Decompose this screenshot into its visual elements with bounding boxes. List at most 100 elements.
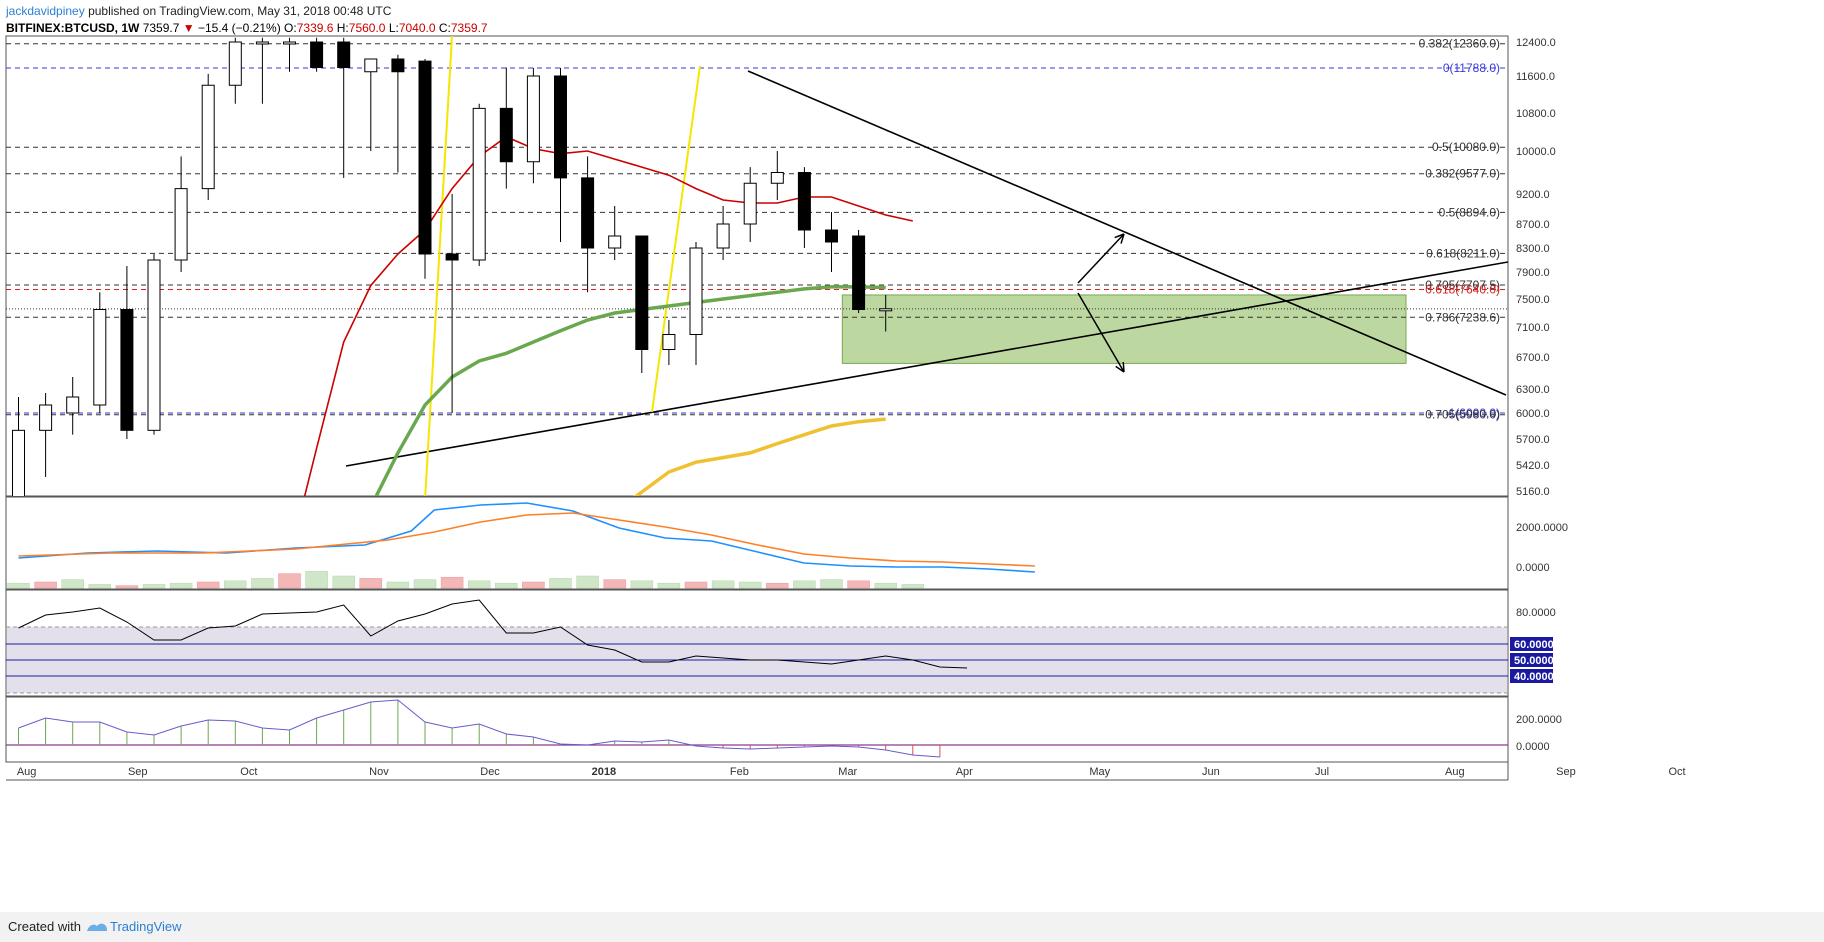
- tradingview-brand-link[interactable]: TradingView: [110, 919, 182, 934]
- candle-body-14[interactable]: [391, 58, 405, 73]
- price-tick-12: 6000.0: [1516, 408, 1550, 420]
- candle-body-31[interactable]: [852, 235, 866, 310]
- candle-body-23[interactable]: [635, 235, 649, 350]
- ma-red-line: [303, 135, 913, 496]
- time-tick-4: Dec: [480, 766, 500, 778]
- candle-body-6[interactable]: [174, 188, 188, 261]
- macd-hist-0: [7, 582, 30, 589]
- price-tick-6: 8300.0: [1516, 243, 1550, 255]
- tradingview-logo-icon: [87, 923, 107, 931]
- macd-hist-4: [115, 585, 139, 589]
- fib-label-6: 0.705(7707.5): [1425, 278, 1500, 292]
- yellow-trendline-b: [424, 36, 453, 496]
- fib-label-3: 0.382(9577.0): [1425, 167, 1500, 181]
- low-label: L:: [388, 21, 399, 35]
- rsi-tick-0: 80.0000: [1516, 607, 1556, 619]
- arrow-down-head-a: [1115, 365, 1125, 373]
- candle-body-3[interactable]: [93, 309, 107, 406]
- macd-hist-28: [766, 582, 789, 589]
- macd-hist-20: [549, 578, 572, 589]
- candle-body-1[interactable]: [39, 404, 53, 431]
- candle-body-13[interactable]: [364, 58, 378, 73]
- fib-label-1: 0(11788.0): [1443, 61, 1500, 75]
- price-chart[interactable]: 0.382(12360.0) 0(11788.0) 0.5(10080.0) 0.38…: [0, 0, 1824, 912]
- time-tick-2: Oct: [240, 766, 257, 778]
- candle-body-12[interactable]: [337, 41, 351, 68]
- open-value: 7339.6: [296, 21, 334, 35]
- macd-tick-0: 2000.0000: [1516, 522, 1568, 534]
- fib-label-0: 0.382(12360.0): [1419, 37, 1500, 51]
- ma-gold-line: [633, 417, 886, 496]
- candle-body-21[interactable]: [581, 177, 595, 249]
- close-value: 7359.7: [450, 21, 488, 35]
- candle-body-17[interactable]: [472, 107, 486, 261]
- candle-body-0[interactable]: [12, 429, 25, 507]
- candle-body-27[interactable]: [743, 182, 757, 225]
- candle-body-19[interactable]: [526, 75, 540, 163]
- close-label: C:: [438, 21, 451, 35]
- rsi-level-badge-1: [1510, 653, 1553, 667]
- macd-hist-7: [196, 581, 220, 589]
- candle-body-7[interactable]: [201, 84, 215, 190]
- price-tick-1: 11600.0: [1516, 71, 1555, 83]
- candle-body-9[interactable]: [255, 41, 269, 45]
- last-price: 7359.7: [142, 21, 180, 35]
- symbol-name[interactable]: BITFINEX:BTCUSD, 1W: [6, 21, 140, 35]
- created-with-text: Created with: [8, 919, 81, 934]
- candle-body-2[interactable]: [66, 396, 80, 414]
- candle-body-4[interactable]: [120, 309, 134, 431]
- time-tick-10: Jun: [1202, 766, 1220, 778]
- candle-body-26[interactable]: [716, 223, 730, 249]
- macd-hist-14: [386, 581, 410, 589]
- macd-hist-15: [413, 579, 437, 589]
- macd-hist-1: [34, 581, 57, 589]
- publish-info: jackdavidpiney published on TradingView.…: [6, 4, 391, 18]
- rsi-level-badge-0: [1510, 637, 1553, 651]
- candle-body-32[interactable]: [879, 308, 893, 312]
- macd-hist-11: [305, 570, 328, 589]
- yellow-trendline-a: [651, 65, 701, 413]
- candle-body-28[interactable]: [770, 172, 784, 184]
- macd-hist-25: [684, 581, 708, 589]
- candle-body-8[interactable]: [228, 41, 242, 86]
- high-label: H:: [336, 21, 349, 35]
- price-tick-8: 7500.0: [1516, 294, 1550, 306]
- time-tick-0: Aug: [17, 766, 37, 778]
- candle-body-5[interactable]: [147, 259, 161, 431]
- macd-hist-12: [332, 575, 355, 589]
- macd-hist-30: [820, 579, 843, 589]
- candle-body-25[interactable]: [689, 247, 703, 335]
- author-link[interactable]: jackdavidpiney: [6, 4, 85, 18]
- candle-body-11[interactable]: [310, 41, 324, 68]
- candle-body-15[interactable]: [418, 60, 432, 255]
- fib-label-4: 0.5(8894.0): [1439, 205, 1500, 219]
- candle-body-29[interactable]: [797, 172, 811, 231]
- macd-hist-32: [874, 582, 897, 589]
- macd-hist-22: [603, 579, 626, 589]
- price-change: −15.4 (−0.21%): [197, 21, 281, 35]
- macd-hist-10: [278, 573, 301, 589]
- time-tick-7: Mar: [838, 766, 857, 778]
- candle-body-18[interactable]: [499, 107, 513, 163]
- time-tick-8: Apr: [956, 766, 973, 778]
- fib-label-7: 0.618(7640.0): [1425, 283, 1500, 297]
- macd-hist-5: [142, 584, 166, 589]
- time-tick-5: 2018: [592, 766, 616, 778]
- price-tick-11: 6300.0: [1516, 384, 1550, 396]
- macd-hist-23: [630, 580, 654, 589]
- macd-hist-19: [522, 581, 545, 589]
- published-text: published on TradingView.com, May 31, 20…: [88, 4, 392, 18]
- macd-hist-9: [251, 578, 274, 589]
- high-value: 7560.0: [348, 21, 386, 35]
- candle-body-22[interactable]: [608, 235, 622, 249]
- price-tick-15: 5160.0: [1516, 486, 1550, 498]
- candle-body-30[interactable]: [825, 229, 838, 243]
- cci-tick-0: 200.0000: [1516, 714, 1562, 726]
- candle-body-16[interactable]: [445, 253, 459, 261]
- candle-body-20[interactable]: [554, 75, 567, 179]
- cci-tick-1: 0.0000: [1516, 741, 1550, 753]
- candle-body-10[interactable]: [283, 41, 296, 45]
- macd-hist-27: [738, 581, 762, 589]
- candle-body-24[interactable]: [662, 334, 676, 350]
- macd-hist-33: [901, 584, 925, 589]
